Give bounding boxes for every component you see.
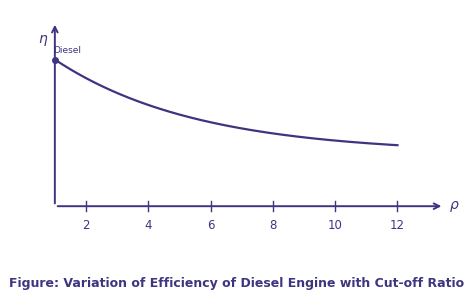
Text: 12: 12	[390, 219, 405, 232]
Text: 10: 10	[328, 219, 343, 232]
Text: Diesel: Diesel	[53, 46, 82, 55]
Text: 4: 4	[145, 219, 152, 232]
Text: $\eta$: $\eta$	[38, 33, 48, 48]
Text: 8: 8	[269, 219, 276, 232]
Text: Figure: Variation of Efficiency of Diesel Engine with Cut-off Ratio: Figure: Variation of Efficiency of Diese…	[9, 277, 465, 290]
Text: $\rho$: $\rho$	[449, 199, 459, 214]
Text: 6: 6	[207, 219, 214, 232]
Text: 2: 2	[82, 219, 90, 232]
